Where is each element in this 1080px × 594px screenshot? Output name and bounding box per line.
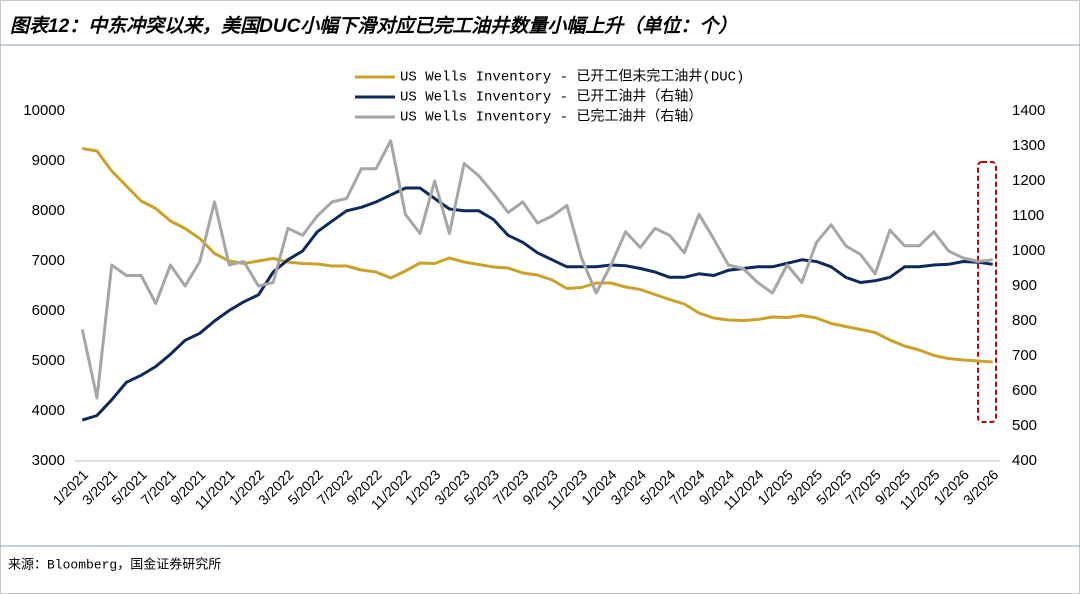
y-tick-label: 9000 — [32, 152, 65, 169]
y2-tick-label: 1000 — [1012, 242, 1045, 259]
series-line — [82, 147, 993, 364]
y-tick-label: 3000 — [32, 452, 65, 469]
series-line — [80, 139, 993, 400]
source: 来源：Bloomberg，国金证券研究所 — [8, 556, 221, 572]
y-tick-label: 7000 — [32, 252, 65, 269]
y2-tick-label: 1300 — [1012, 137, 1045, 154]
y2-tick-label: 1200 — [1012, 172, 1045, 189]
y2-tick-label: 1100 — [1012, 207, 1044, 224]
y2-tick-label: 900 — [1012, 277, 1037, 294]
y-tick-label: 10000 — [23, 102, 65, 119]
chart-title: 图表12：中东冲突以来，美国DUC小幅下滑对应已完工油井数量小幅上升（单位：个） — [10, 15, 737, 37]
y2-tick-label: 500 — [1012, 417, 1037, 434]
legend-label: US Wells Inventory - 已开工油井（右轴） — [400, 89, 702, 106]
y2-tick-label: 700 — [1012, 347, 1037, 364]
y-tick-label: 8000 — [32, 202, 65, 219]
series-line — [81, 186, 993, 422]
y-tick-label: 6000 — [32, 302, 65, 319]
y-tick-label: 5000 — [32, 352, 65, 369]
legend: US Wells Inventory - 已开工但未完工油井(DUC) US We… — [355, 69, 744, 126]
y2-tick-label: 1400 — [1012, 102, 1045, 119]
y-tick-label: 4000 — [32, 402, 65, 419]
legend-label: US Wells Inventory - 已开工但未完工油井(DUC) — [400, 69, 744, 86]
legend-label: US Wells Inventory - 已完工油井（右轴） — [400, 109, 702, 126]
y2-tick-label: 800 — [1012, 312, 1037, 329]
y2-tick-label: 600 — [1012, 382, 1037, 399]
highlight-box — [977, 161, 997, 423]
y2-tick-label: 400 — [1012, 452, 1037, 469]
